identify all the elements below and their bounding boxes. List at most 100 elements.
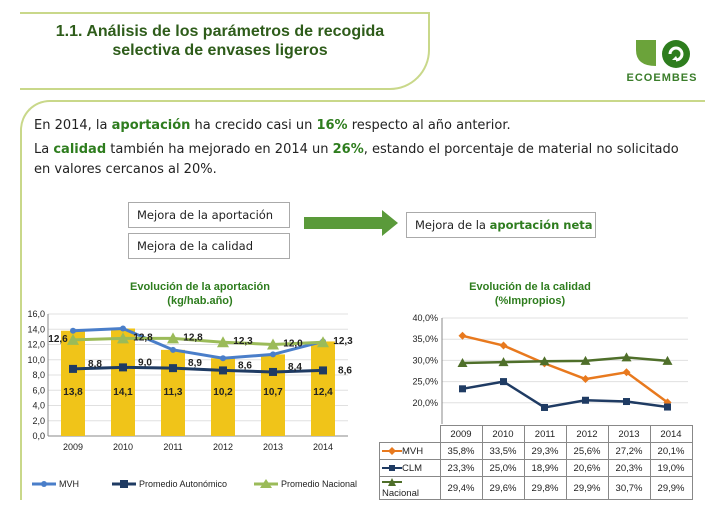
legend-marker — [388, 478, 396, 487]
y-tick-label: 16,0 — [27, 309, 45, 319]
data-label: 8,6 — [338, 365, 352, 376]
data-label: 12,6 — [48, 334, 68, 345]
table-cell: 29,8% — [523, 476, 567, 500]
y-tick-label: 30,0% — [412, 355, 438, 365]
point — [167, 332, 179, 344]
point — [170, 346, 176, 353]
y-tick-label: 12,0 — [27, 340, 45, 350]
tag-aportacion-neta: Mejora de la aportación neta — [406, 212, 596, 238]
data-label: 11,3 — [164, 387, 183, 398]
data-label: 9,0 — [138, 357, 152, 368]
legend-marker — [120, 480, 128, 488]
x-tick-label: 2013 — [263, 442, 283, 452]
legend-marker — [389, 464, 395, 471]
point — [219, 366, 227, 375]
point — [663, 398, 672, 407]
legend-label: Promedio Nacional — [281, 479, 357, 489]
table-cell: 25,6% — [565, 442, 609, 460]
point — [458, 331, 467, 340]
arrow-icon — [304, 210, 398, 236]
data-label: 10,2 — [213, 387, 233, 398]
y-tick-label: 10,0 — [27, 355, 45, 365]
data-label: 12,8 — [183, 332, 203, 343]
point — [499, 341, 508, 350]
x-tick-label: 2010 — [113, 442, 133, 452]
table-cell: 25,0% — [481, 459, 525, 477]
table-cell: 29,3% — [523, 442, 567, 460]
series-line-1 — [72, 365, 324, 374]
data-label: 8,6 — [238, 360, 252, 371]
legend-label: MVH — [59, 479, 79, 489]
tag-mejora-calidad: Mejora de la calidad — [128, 233, 290, 259]
data-label: 12,8 — [133, 332, 153, 343]
table-header-cell: 2011 — [523, 425, 567, 443]
point — [580, 355, 591, 365]
table-series-cell: CLM — [379, 459, 441, 477]
data-label: 13,8 — [63, 387, 83, 398]
table-cell: 20,3% — [607, 459, 651, 477]
title-line-2: selectiva de envases ligeros — [112, 42, 328, 59]
point — [269, 367, 277, 376]
point — [270, 351, 276, 358]
point — [217, 336, 229, 348]
point — [317, 336, 329, 348]
point — [459, 385, 466, 393]
logo-text: ECOEMBES — [626, 72, 698, 84]
title-line-1: 1.1. Análisis de los parámetros de recog… — [55, 23, 385, 40]
table-header-cell: 2014 — [649, 425, 693, 443]
content-frame — [20, 100, 705, 500]
data-label: 12,0 — [283, 339, 303, 350]
data-label: 10,7 — [263, 387, 283, 398]
y-tick-label: 6,0 — [32, 385, 45, 395]
series-line-1 — [462, 380, 668, 409]
y-tick-label: 2,0 — [32, 416, 45, 426]
point — [621, 352, 632, 362]
table-cell: 19,0% — [649, 459, 693, 477]
bar — [61, 330, 85, 436]
table-cell: 18,9% — [523, 459, 567, 477]
series-line-2 — [462, 356, 668, 365]
table-cell: 29,9% — [565, 476, 609, 500]
point — [498, 357, 509, 367]
legend-marker — [41, 481, 47, 487]
y-tick-label: 40,0% — [412, 313, 438, 323]
point — [117, 332, 129, 344]
table-row: Nacional 29,4% 29,6% 29,8% 29,9% 30,7% 29,9% — [379, 476, 693, 500]
point — [220, 355, 226, 362]
point — [267, 338, 279, 350]
legend-marker — [260, 479, 272, 488]
page-title: 1.1. Análisis de los parámetros de recog… — [30, 22, 410, 60]
legend-label: Promedio Autonómico — [139, 479, 227, 489]
x-tick-label: 2014 — [313, 442, 333, 452]
y-tick-label: 8,0 — [32, 370, 45, 380]
chart2-title: Evolución de la calidad (%Impropios) — [469, 281, 591, 307]
table-cell: 29,6% — [481, 476, 525, 500]
legend-label: CLM — [402, 462, 423, 474]
point — [457, 357, 468, 367]
data-label: 8,9 — [188, 358, 202, 369]
y-tick-label: 4,0 — [32, 401, 45, 411]
table-header-cell: 2010 — [481, 425, 525, 443]
point — [70, 327, 76, 334]
data-label: 12,3 — [333, 336, 353, 347]
point — [539, 356, 550, 366]
point — [662, 355, 673, 365]
bar — [311, 341, 335, 436]
legend-marker — [388, 446, 396, 455]
table-series-cell: MVH — [379, 442, 441, 460]
table-cell: 20,1% — [649, 442, 693, 460]
y-tick-label: 14,0 — [27, 324, 45, 334]
table-cell: 20,6% — [565, 459, 609, 477]
point — [664, 403, 671, 411]
table-header-cell: 2009 — [439, 425, 483, 443]
series-line-0 — [462, 334, 669, 404]
table-series-cell: Nacional — [379, 476, 441, 500]
point — [120, 325, 126, 332]
table-cell: 35,8% — [439, 442, 483, 460]
y-tick-label: 0,0 — [32, 431, 45, 441]
data-label: 12,4 — [313, 387, 333, 398]
y-tick-label: 35,0% — [412, 334, 438, 344]
legend-label: Nacional — [382, 488, 419, 499]
paragraph-aportacion: En 2014, la aportación ha crecido casi u… — [34, 118, 511, 133]
point — [67, 333, 79, 345]
